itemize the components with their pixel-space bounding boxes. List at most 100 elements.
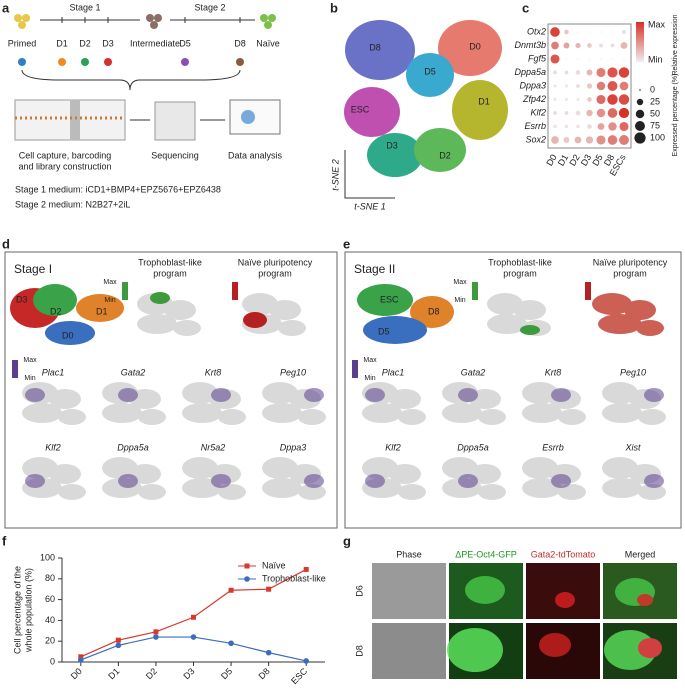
panel-b: D8 D0 D5 ESC D1 D3 D2 t-SNE 1 t-SNE 2 [330, 20, 508, 211]
dot [618, 107, 630, 119]
step-label: Data analysis [228, 150, 283, 160]
x-tick-label: D0 [544, 153, 558, 168]
frame [547, 23, 632, 149]
dot [575, 70, 581, 75]
dot [620, 42, 628, 49]
color-max: Max [23, 357, 37, 364]
dot [587, 43, 592, 48]
dot [550, 27, 560, 37]
dot [564, 70, 569, 75]
micrograph [372, 563, 446, 619]
dot [607, 67, 618, 78]
dot [611, 58, 614, 60]
marker [77, 657, 84, 663]
x-tick-label: D1 [556, 153, 570, 168]
dot [608, 122, 617, 131]
legend-marker [244, 563, 250, 569]
dot [596, 108, 606, 118]
x-tick-label: D2 [567, 153, 581, 168]
y-axis-label: whole population (%) [23, 568, 33, 653]
dot [607, 135, 618, 145]
column-header: Merged [625, 549, 656, 559]
legend-label: Trophoblast-like [262, 573, 326, 583]
cluster-label: D3 [16, 294, 28, 304]
dot [607, 81, 618, 91]
marker [191, 614, 196, 620]
cell-icon [260, 14, 276, 29]
node-label: Intermediate [130, 38, 180, 48]
stage-label: Stage 1 [69, 2, 100, 12]
gene-label: Krt8 [205, 367, 222, 377]
color-bar [472, 282, 478, 300]
marker [265, 649, 272, 656]
expression-highlight [551, 474, 571, 488]
cluster-label: D8 [369, 42, 381, 52]
panel-label: g [343, 533, 351, 548]
dot [551, 136, 559, 144]
expression-highlight [243, 312, 267, 328]
expression-highlight [592, 293, 664, 336]
axis [344, 150, 395, 199]
dot [563, 42, 570, 49]
expression-highlight [551, 388, 571, 402]
dot [588, 31, 591, 33]
panel-label: a [2, 0, 10, 15]
expression-highlight [304, 388, 324, 402]
size-label: 50 [650, 108, 660, 118]
sequencer-icon [154, 101, 196, 141]
color-bar [232, 282, 238, 300]
gene-label: Gata2 [461, 367, 486, 377]
color-min: Min [454, 297, 465, 304]
color-bar [122, 282, 128, 300]
x-tick-label: D5 [219, 666, 234, 681]
gene-label: Zfp42 [522, 94, 546, 104]
gene-label: Peg10 [280, 367, 306, 377]
expression-highlight [25, 474, 45, 488]
cluster-label: D0 [469, 41, 481, 51]
cluster-label: D2 [50, 306, 62, 316]
bracket [21, 69, 241, 91]
step-label: Cell capture, barcoding [19, 150, 112, 160]
x-tick-label: D3 [181, 666, 196, 681]
marker [153, 629, 159, 635]
tsne-plot [102, 382, 166, 425]
dot [586, 69, 593, 76]
legend-title: Relative expression [672, 14, 679, 75]
dot [551, 41, 559, 50]
x-tick-label: D8 [602, 153, 616, 168]
panel-label: d [2, 236, 10, 251]
dot [553, 124, 557, 129]
dot [610, 43, 615, 48]
gene-label: Fgf5 [528, 53, 547, 63]
size-key [635, 109, 645, 119]
dot [576, 84, 580, 88]
gene-label: Klf2 [385, 442, 401, 452]
sample-dots [18, 58, 244, 66]
gene-label: Esrrb [524, 121, 546, 131]
gene-label: Klf2 [45, 442, 61, 452]
panel-a: Stage 1 Stage 2 Primed D1 D2 D3 Intermed… [8, 2, 283, 209]
row-label: D6 [354, 585, 364, 597]
color-bar [352, 360, 358, 378]
gene-label: Klf2 [530, 107, 546, 117]
stage-title: Stage II [354, 262, 395, 276]
node-label: D2 [79, 38, 91, 48]
color-max: Max [453, 279, 467, 286]
expression-highlight [304, 474, 324, 488]
marker [303, 658, 310, 664]
dot [565, 84, 568, 88]
panel-d: Stage I D3 D2 D1 D0 Trophoblast-like pro… [10, 257, 313, 382]
panel-label: c [522, 0, 529, 15]
expression-highlight [644, 388, 664, 402]
cluster-label: D5 [378, 326, 390, 336]
expression-highlight [25, 388, 45, 402]
node-label: D5 [179, 38, 191, 48]
gene-label: Gata2 [121, 367, 146, 377]
dot [585, 136, 594, 144]
x-tick-label: D1 [106, 666, 121, 681]
gene-label: Otx2 [527, 26, 546, 36]
series-line [80, 636, 307, 662]
expression-highlight [150, 292, 170, 304]
x-axis-label: t-SNE 1 [354, 201, 386, 211]
y-axis-label: Cell percentage of the [12, 566, 22, 654]
